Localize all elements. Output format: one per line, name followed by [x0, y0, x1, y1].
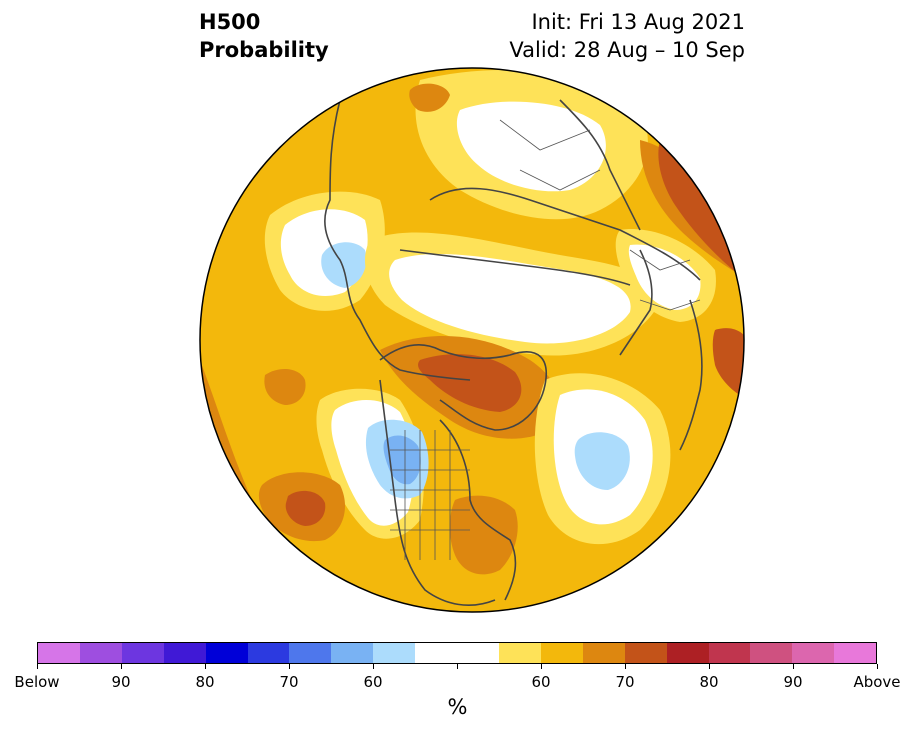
colorbar-tick-label: Below — [14, 673, 60, 691]
canada-arctic-above-75 — [418, 354, 522, 412]
colorbar-segment — [373, 643, 416, 663]
colorbar-segment — [415, 643, 458, 663]
product-title: Probability — [199, 38, 329, 62]
colorbar-tick — [205, 664, 206, 669]
date-info: Init: Fri 13 Aug 2021 Valid: 28 Aug – 10… — [509, 8, 745, 64]
colorbar-tick — [37, 664, 38, 669]
colorbar-tick-label: 90 — [783, 673, 803, 691]
valid-range: Valid: 28 Aug – 10 Sep — [509, 38, 745, 62]
colorbar — [37, 642, 877, 664]
map-title: H500 Probability — [199, 8, 329, 64]
colorbar-tick — [373, 664, 374, 669]
colorbar-segment — [498, 643, 541, 663]
pacific-above-65 — [264, 368, 306, 405]
colorbar-tick-label: 70 — [279, 673, 299, 691]
colorbar-tick — [457, 664, 458, 669]
colorbar-segment — [289, 643, 332, 663]
colorbar-segment — [247, 643, 290, 663]
colorbar-tick — [625, 664, 626, 669]
colorbar-segment — [792, 643, 835, 663]
colorbar-tick-label: 80 — [699, 673, 719, 691]
colorbar-tick — [289, 664, 290, 669]
colorbar-tick-label: Above — [853, 673, 901, 691]
arctic-near-normal — [389, 254, 631, 344]
colorbar-segment — [38, 643, 80, 663]
colorbar-segment — [540, 643, 583, 663]
colorbar-segment — [121, 643, 164, 663]
coastlines — [324, 99, 703, 606]
colorbar-tick — [877, 664, 878, 669]
colorbar-segment — [79, 643, 122, 663]
colorbar-tick — [793, 664, 794, 669]
japan-below-55 — [321, 242, 367, 288]
colorbar-segment — [331, 643, 374, 663]
init-date: Init: Fri 13 Aug 2021 — [531, 10, 745, 34]
polar-map — [199, 67, 745, 613]
siberia-near-normal — [456, 101, 606, 192]
colorbar-segment — [834, 643, 877, 663]
colorbar-labels: Below 90 80 70 60 60 70 80 90 Above — [14, 673, 900, 693]
variable-title: H500 — [199, 10, 261, 34]
europe-above-75 — [658, 140, 744, 280]
colorbar-tick-label: 60 — [531, 673, 551, 691]
colorbar-tick-label: 80 — [195, 673, 215, 691]
colorbar-unit: % — [447, 695, 468, 719]
colorbar-segment — [624, 643, 667, 663]
colorbar-segment — [708, 643, 751, 663]
borders — [390, 119, 701, 560]
colorbar-tick-label: 70 — [615, 673, 635, 691]
colorbar-segment — [457, 643, 499, 663]
southeast-us-above-65 — [449, 495, 518, 575]
atlantic-below-55 — [574, 432, 630, 490]
colorbar-tick — [121, 664, 122, 669]
colorbar-segment — [205, 643, 248, 663]
colorbar-segment — [666, 643, 709, 663]
colorbar-tick — [709, 664, 710, 669]
colorbar-tick-label: 90 — [111, 673, 131, 691]
colorbar-tick-label: 60 — [363, 673, 383, 691]
colorbar-tick — [541, 664, 542, 669]
colorbar-ticks — [37, 664, 878, 670]
colorbar-segment — [750, 643, 793, 663]
north-atlantic-above-55 — [409, 83, 450, 112]
colorbar-segment — [163, 643, 206, 663]
western-north-america-below-65 — [383, 435, 421, 485]
colorbar-segment — [582, 643, 625, 663]
pacific-above-75 — [285, 490, 326, 526]
